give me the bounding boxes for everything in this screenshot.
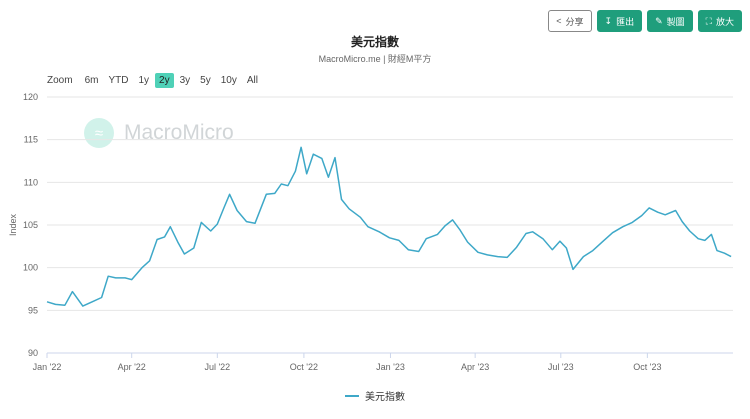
zoom-3y-button[interactable]: 3y — [179, 75, 191, 86]
y-axis-label: Index — [8, 213, 18, 236]
share-button[interactable]: < 分享 — [548, 10, 592, 32]
share-icon: < — [556, 15, 562, 26]
series-line — [46, 146, 732, 307]
watermark: ≈ MacroMicro — [84, 118, 234, 148]
x-tick-label: Oct '23 — [633, 362, 661, 372]
macromicro-logo-icon: ≈ — [84, 118, 114, 148]
toolbar: < 分享 ↧ 匯出 ✎ 製圖 ⛶ 放大 — [548, 10, 742, 32]
zoom-1y-button[interactable]: 1y — [138, 75, 150, 86]
x-tick-label: Oct '22 — [290, 362, 318, 372]
export-button[interactable]: ↧ 匯出 — [596, 10, 643, 32]
x-tick-label: Apr '22 — [118, 362, 146, 372]
download-icon: ↧ — [604, 15, 613, 26]
zoom-ytd-button[interactable]: YTD — [108, 75, 129, 86]
y-tick-label: 90 — [28, 348, 38, 358]
watermark-text: MacroMicro — [124, 121, 234, 144]
x-tick-label: Jul '23 — [548, 362, 574, 372]
y-tick-label: 105 — [23, 220, 38, 230]
pencil-icon: ✎ — [655, 15, 663, 26]
zoom-6m-button[interactable]: 6m — [84, 75, 99, 86]
expand-icon: ⛶ — [705, 15, 712, 26]
export-label: 匯出 — [616, 16, 635, 27]
chart-subtitle: MacroMicro.me | 財經M平方 — [318, 54, 432, 64]
zoom-label: Zoom — [47, 75, 73, 86]
x-tick-label: Jul '22 — [204, 362, 230, 372]
zoom-2y-button[interactable]: 2y — [155, 73, 174, 88]
expand-button[interactable]: ⛶ 放大 — [697, 10, 742, 32]
legend[interactable]: 美元指數 — [0, 388, 750, 403]
x-tick-label: Jan '23 — [376, 362, 405, 372]
y-tick-label: 120 — [23, 92, 38, 102]
y-tick-label: 115 — [24, 135, 38, 145]
x-tick-label: Apr '23 — [461, 362, 489, 372]
edit-chart-button[interactable]: ✎ 製圖 — [647, 10, 693, 32]
zoom-5y-button[interactable]: 5y — [200, 75, 211, 86]
zoom-bar: Zoom 6m YTD 1y 2y 3y 5y 10y All — [47, 73, 264, 88]
legend-swatch — [345, 394, 359, 397]
legend-label: 美元指數 — [365, 392, 405, 403]
zoom-all-button[interactable]: All — [246, 75, 258, 86]
zoom-10y-button[interactable]: 10y — [220, 75, 237, 86]
share-label: 分享 — [565, 16, 584, 27]
y-tick-label: 95 — [28, 305, 38, 315]
y-tick-label: 100 — [23, 263, 38, 273]
y-tick-label: 110 — [24, 177, 38, 187]
x-tick-label: Jan '22 — [33, 362, 62, 372]
chart-title: 美元指數 — [350, 35, 399, 49]
expand-label: 放大 — [715, 16, 734, 27]
edit-label: 製圖 — [666, 16, 685, 27]
